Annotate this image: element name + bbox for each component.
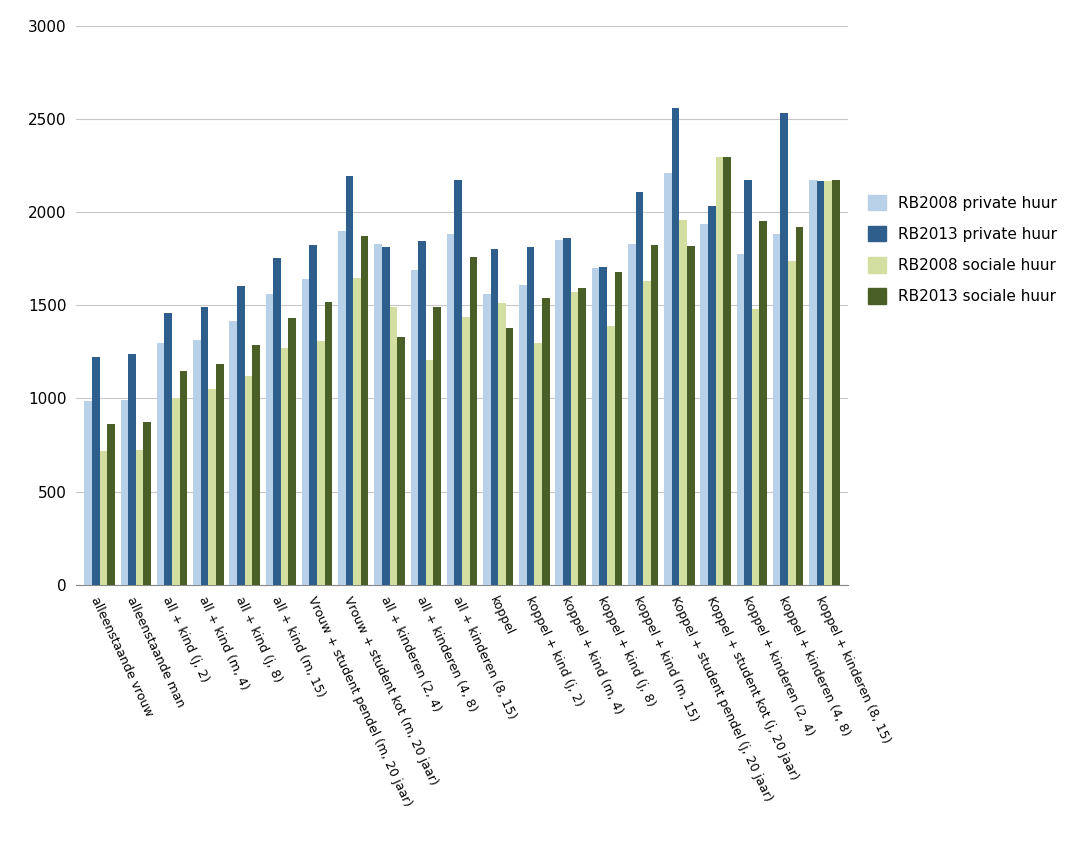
Bar [723,157,730,585]
Bar [85,402,92,585]
Bar [809,180,816,585]
Bar [745,180,752,585]
Bar [265,294,273,585]
Bar [687,246,695,585]
Bar [788,261,796,585]
Bar [382,247,389,585]
Bar [325,302,333,585]
Bar [490,249,498,585]
Bar [418,241,426,585]
Bar [651,245,659,585]
Bar [571,292,578,585]
Bar [700,224,708,585]
Bar [462,317,470,585]
Bar [216,364,224,585]
Bar [317,341,325,585]
Bar [157,342,164,585]
Bar [832,180,839,585]
Bar [193,340,201,585]
Bar [121,401,128,585]
Bar [143,421,151,585]
Bar [164,313,172,585]
Bar [644,281,651,585]
Bar [229,321,237,585]
Bar [760,220,767,585]
Bar [237,286,245,585]
Legend: RB2008 private huur, RB2013 private huur, RB2008 sociale huur, RB2013 sociale hu: RB2008 private huur, RB2013 private huur… [863,190,1062,309]
Bar [816,181,824,585]
Bar [280,348,288,585]
Bar [310,245,317,585]
Bar [520,285,527,585]
Bar [245,376,252,585]
Bar [535,342,542,585]
Bar [708,206,715,585]
Bar [563,238,571,585]
Bar [664,173,672,585]
Bar [607,326,614,585]
Bar [614,272,622,585]
Bar [411,270,418,585]
Bar [353,279,361,585]
Bar [338,230,346,585]
Bar [679,219,687,585]
Bar [108,424,115,585]
Bar [389,307,397,585]
Bar [824,181,832,585]
Bar [715,157,723,585]
Bar [397,337,404,585]
Bar [136,450,143,585]
Bar [288,318,296,585]
Bar [578,287,586,585]
Bar [201,307,209,585]
Bar [796,227,803,585]
Bar [498,303,505,585]
Bar [209,389,216,585]
Bar [555,240,563,585]
Bar [505,328,513,585]
Bar [773,234,780,585]
Bar [447,234,454,585]
Bar [737,254,745,585]
Bar [599,267,607,585]
Bar [346,175,353,585]
Bar [273,258,280,585]
Bar [483,294,490,585]
Bar [780,114,788,585]
Bar [252,346,260,585]
Bar [434,307,441,585]
Bar [426,360,434,585]
Bar [128,353,136,585]
Bar [752,309,760,585]
Bar [591,268,599,585]
Bar [302,280,310,585]
Bar [100,451,108,585]
Bar [636,192,644,585]
Bar [527,247,535,585]
Bar [454,180,462,585]
Bar [374,244,382,585]
Bar [628,244,636,585]
Bar [470,257,477,585]
Bar [179,372,187,585]
Bar [361,237,368,585]
Bar [172,398,179,585]
Bar [542,298,550,585]
Bar [92,357,100,585]
Bar [672,108,679,585]
